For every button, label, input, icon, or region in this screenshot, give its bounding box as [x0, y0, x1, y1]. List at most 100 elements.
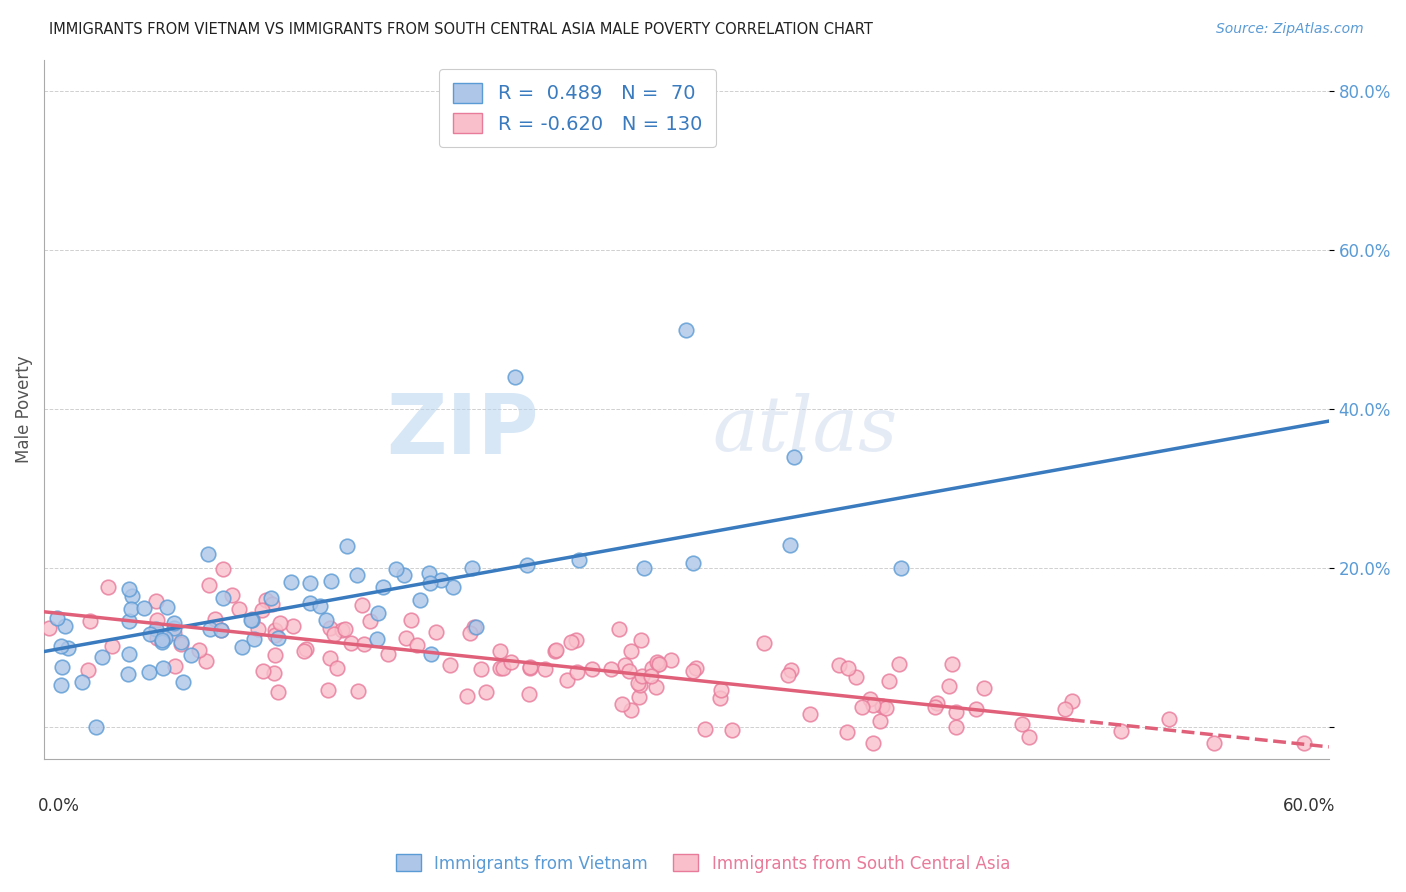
- Point: [330, 624, 353, 638]
- Y-axis label: Male Poverty: Male Poverty: [15, 355, 32, 463]
- Point: [263, 665, 285, 680]
- Point: [187, 643, 209, 657]
- Point: [120, 602, 142, 616]
- Point: [475, 685, 498, 699]
- Point: [118, 614, 141, 628]
- Point: [519, 661, 541, 675]
- Point: [600, 662, 623, 676]
- Point: [138, 665, 160, 680]
- Point: [152, 633, 174, 648]
- Point: [872, 698, 894, 713]
- Text: IMMIGRANTS FROM VIETNAM VS IMMIGRANTS FROM SOUTH CENTRAL ASIA MALE POVERTY CORRE: IMMIGRANTS FROM VIETNAM VS IMMIGRANTS FR…: [49, 22, 873, 37]
- Point: [685, 661, 707, 675]
- Point: [77, 663, 100, 677]
- Point: [644, 680, 666, 694]
- Point: [38, 621, 60, 635]
- Point: [693, 722, 716, 736]
- Point: [519, 660, 541, 674]
- Point: [425, 624, 447, 639]
- Point: [385, 562, 408, 576]
- Point: [55, 619, 77, 633]
- Point: [776, 667, 799, 681]
- Point: [254, 593, 277, 607]
- Point: [441, 581, 464, 595]
- Point: [628, 678, 651, 692]
- Point: [620, 644, 643, 658]
- Point: [250, 602, 273, 616]
- Point: [150, 634, 173, 648]
- Point: [392, 567, 415, 582]
- Point: [1294, 736, 1316, 750]
- Point: [316, 683, 339, 698]
- Point: [319, 651, 342, 665]
- Point: [197, 547, 219, 561]
- Point: [228, 602, 250, 616]
- Point: [890, 561, 912, 575]
- Point: [367, 606, 389, 620]
- Point: [267, 685, 290, 699]
- Point: [630, 633, 652, 648]
- Point: [309, 599, 332, 614]
- Point: [516, 558, 538, 573]
- Point: [859, 691, 882, 706]
- Point: [240, 612, 263, 626]
- Point: [170, 637, 193, 651]
- Point: [409, 593, 432, 607]
- Point: [709, 690, 731, 705]
- Point: [336, 539, 359, 553]
- Point: [710, 682, 733, 697]
- Point: [121, 589, 143, 603]
- Point: [299, 596, 322, 610]
- Point: [145, 632, 167, 646]
- Text: ZIP: ZIP: [387, 390, 538, 471]
- Point: [489, 643, 512, 657]
- Point: [659, 653, 682, 667]
- Point: [780, 663, 803, 677]
- Point: [682, 556, 704, 570]
- Text: Source: ZipAtlas.com: Source: ZipAtlas.com: [1216, 22, 1364, 37]
- Point: [163, 616, 186, 631]
- Point: [924, 700, 946, 714]
- Point: [1060, 694, 1083, 708]
- Point: [492, 661, 515, 675]
- Point: [350, 598, 373, 612]
- Point: [620, 703, 643, 717]
- Point: [49, 639, 72, 653]
- Point: [231, 640, 253, 654]
- Point: [1018, 731, 1040, 745]
- Point: [420, 647, 443, 661]
- Point: [152, 660, 174, 674]
- Point: [209, 623, 232, 637]
- Point: [607, 622, 630, 636]
- Point: [630, 668, 652, 682]
- Point: [281, 619, 304, 633]
- Text: atlas: atlas: [711, 393, 897, 467]
- Point: [371, 580, 394, 594]
- Point: [581, 662, 603, 676]
- Point: [117, 582, 139, 596]
- Point: [835, 725, 858, 739]
- Point: [837, 660, 859, 674]
- Point: [45, 611, 67, 625]
- Point: [156, 600, 179, 615]
- Point: [195, 655, 218, 669]
- Point: [610, 697, 633, 711]
- Point: [70, 674, 93, 689]
- Point: [209, 624, 232, 638]
- Point: [84, 720, 107, 734]
- Point: [170, 635, 193, 649]
- Point: [499, 656, 522, 670]
- Point: [294, 641, 316, 656]
- Point: [973, 681, 995, 695]
- Point: [546, 642, 568, 657]
- Point: [118, 647, 141, 661]
- Point: [51, 660, 73, 674]
- Point: [401, 613, 423, 627]
- Point: [204, 612, 226, 626]
- Point: [503, 370, 526, 384]
- Point: [799, 707, 821, 722]
- Point: [458, 626, 481, 640]
- Point: [138, 627, 160, 641]
- Point: [647, 657, 669, 671]
- Point: [298, 575, 321, 590]
